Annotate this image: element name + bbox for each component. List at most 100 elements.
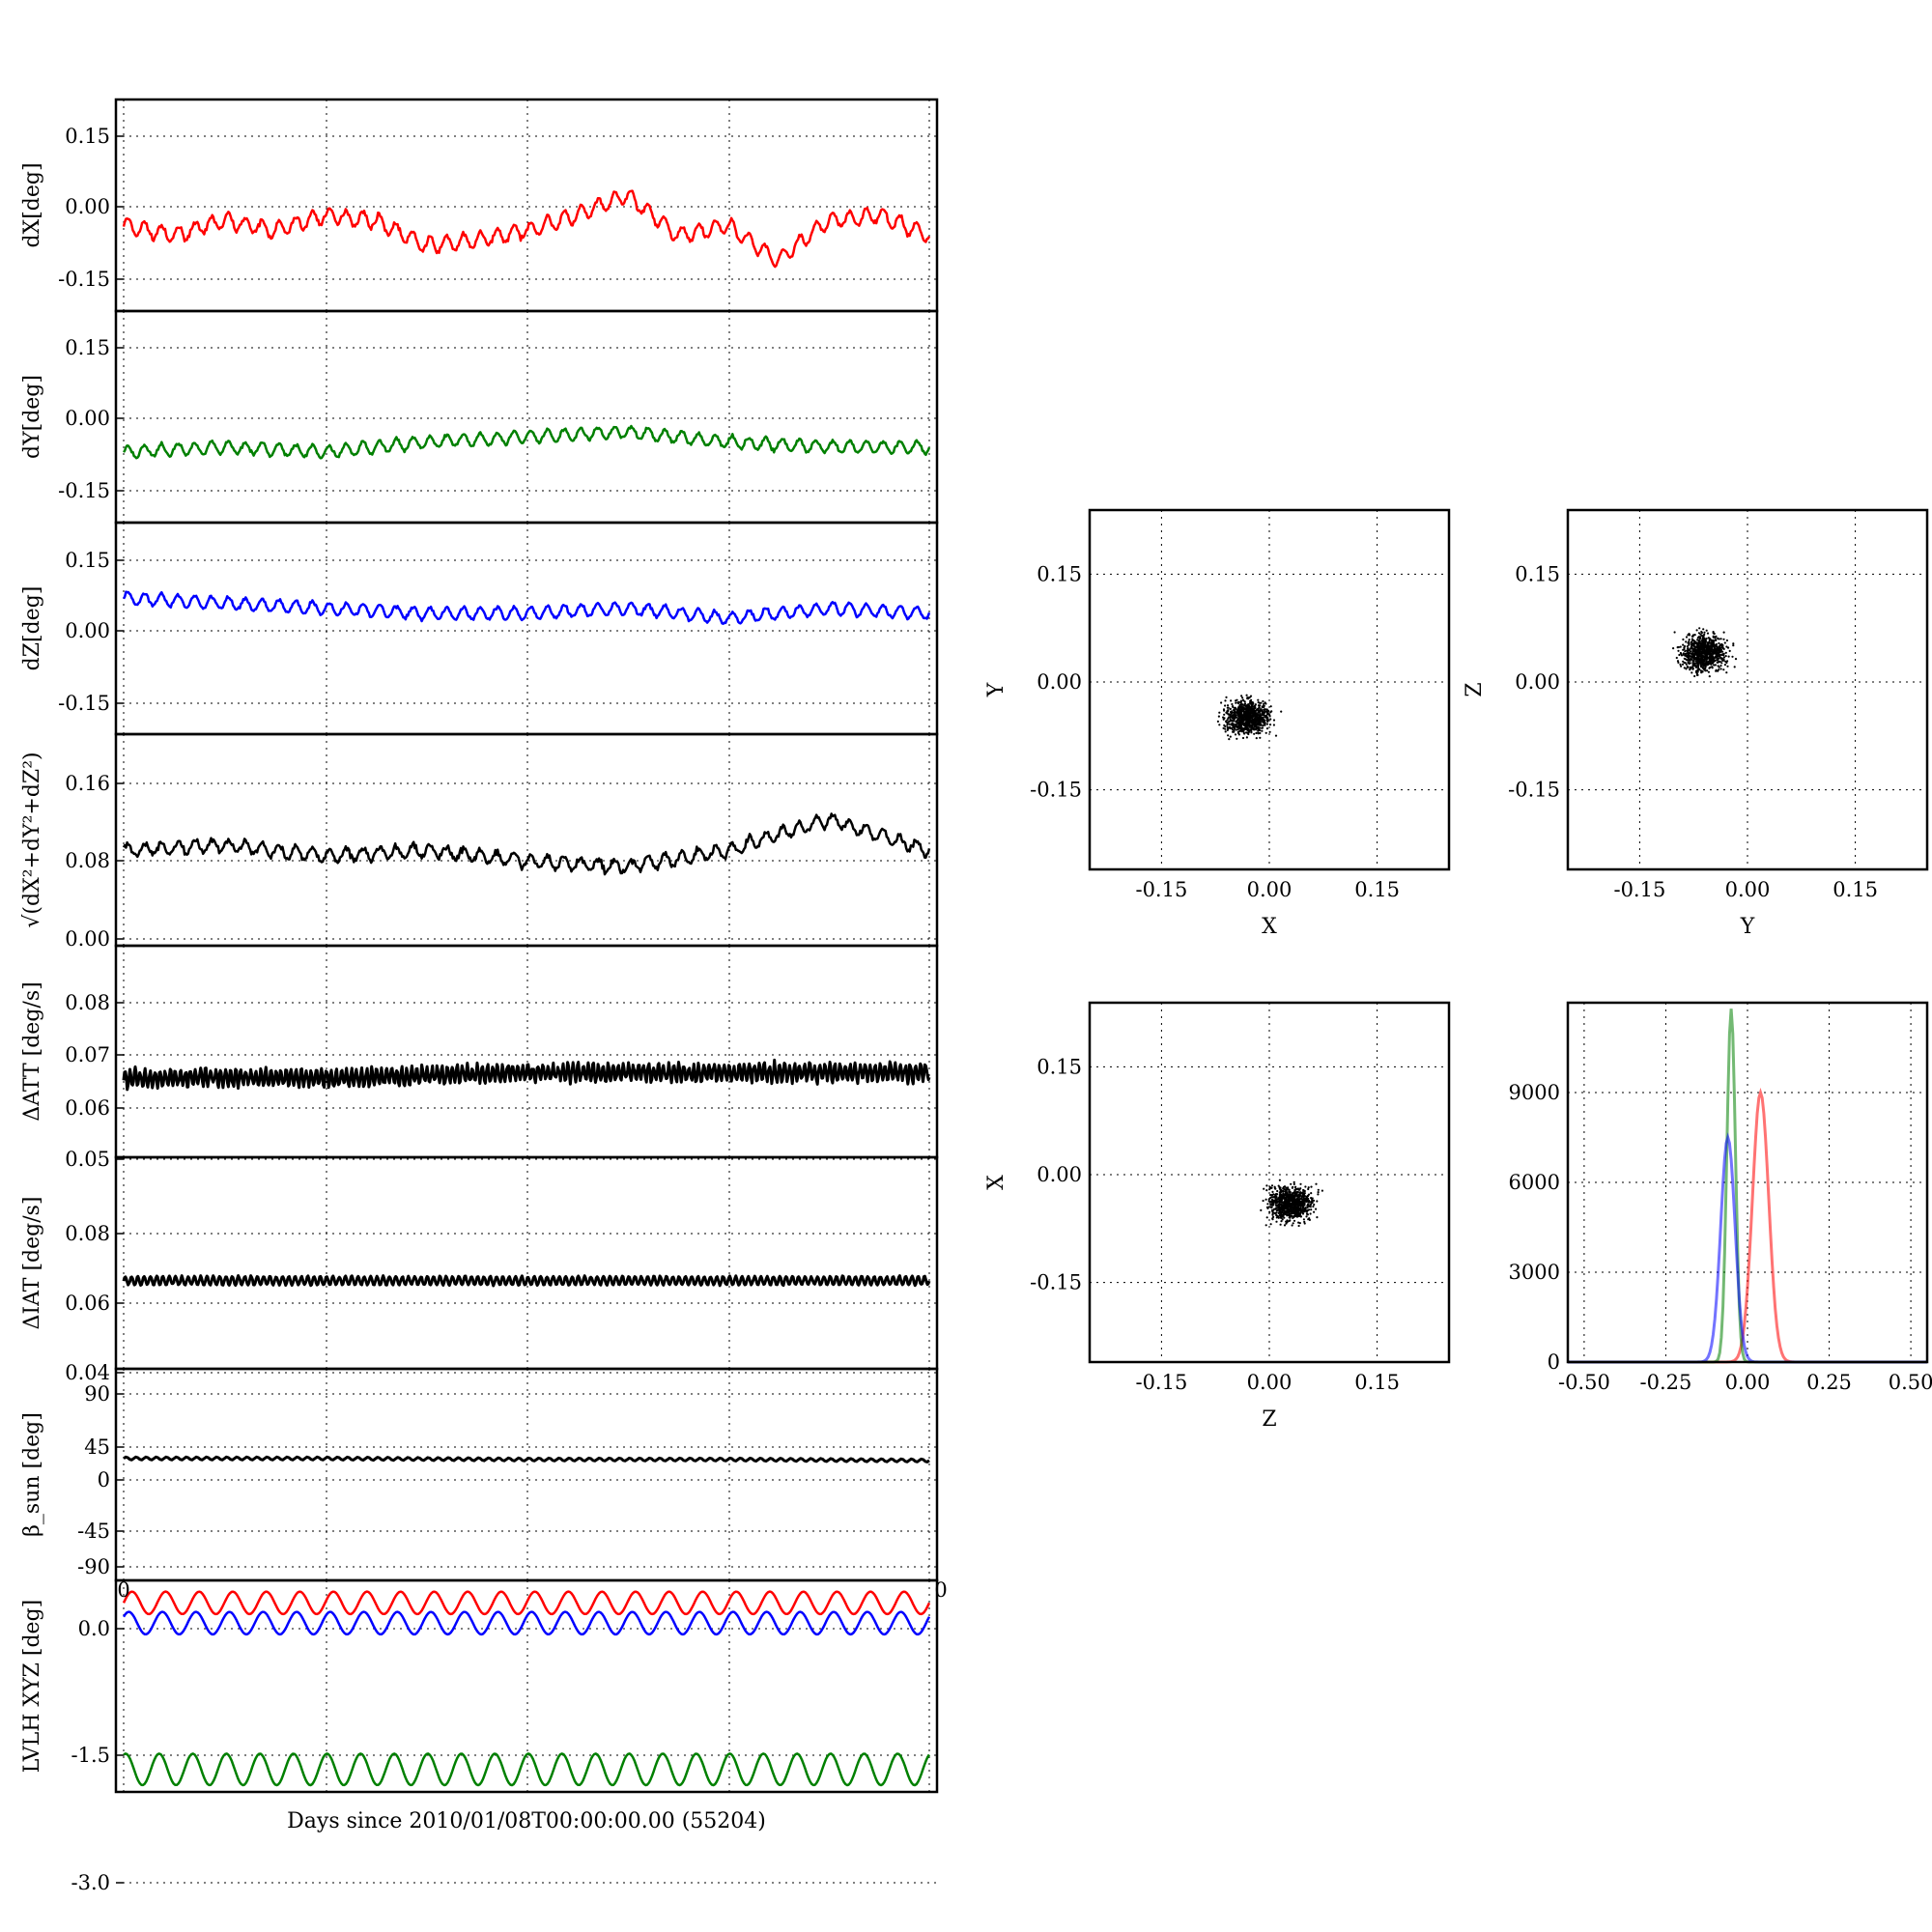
scatter-point <box>1235 716 1237 719</box>
scatter-point <box>1682 652 1685 655</box>
scatter-point <box>1308 1218 1311 1221</box>
scatter-point <box>1686 665 1689 668</box>
scatter-point <box>1242 731 1245 735</box>
scatter-point <box>1701 654 1704 657</box>
scatter-point <box>1241 696 1244 699</box>
scatter-point <box>1231 723 1234 726</box>
y-axis-label: dZ[deg] <box>20 586 44 671</box>
scatter-point <box>1719 638 1722 640</box>
scatter-point <box>1701 638 1704 640</box>
scatter-point <box>1299 1215 1302 1218</box>
scatter-point <box>1229 735 1232 738</box>
scatter-point <box>1727 646 1730 649</box>
scatter-point <box>1261 711 1264 714</box>
scatter-point <box>1241 720 1245 723</box>
scatter-point <box>1700 666 1703 668</box>
scatter-point <box>1684 654 1687 657</box>
scatter-point <box>1272 1203 1275 1207</box>
scatter-point <box>1301 1212 1305 1215</box>
scatter-point <box>1705 629 1708 632</box>
scatter-point <box>1706 653 1710 656</box>
scatter-point <box>1271 1213 1274 1216</box>
scatter-point <box>1249 713 1252 716</box>
scatter-point <box>1272 1196 1275 1199</box>
scatter-point <box>1254 717 1257 721</box>
scatter-point <box>1693 646 1696 650</box>
scatter-point <box>1698 638 1701 640</box>
scatter-point <box>1672 647 1675 650</box>
scatter-point <box>1292 1222 1294 1225</box>
scatter-point <box>1316 1216 1319 1219</box>
scatter-point <box>1712 645 1715 648</box>
scatter-point <box>1305 1212 1309 1215</box>
scatter-point <box>1690 671 1693 674</box>
scatter-point <box>1246 711 1249 714</box>
scatter-point <box>1283 1204 1286 1207</box>
scatter-point <box>1685 663 1688 666</box>
scatter-point <box>1229 726 1232 730</box>
scatter-point <box>1713 648 1716 651</box>
scatter-point <box>1280 1206 1284 1208</box>
x-tick-label: 0.15 <box>1354 1371 1400 1394</box>
scatter-point <box>1265 727 1269 730</box>
scatter-point <box>1712 658 1715 662</box>
scatter-point <box>1240 695 1243 697</box>
scatter-point <box>1302 1207 1305 1209</box>
scatter-point <box>1297 1221 1300 1224</box>
scatter-point <box>1280 1199 1284 1202</box>
scatter-point <box>1682 660 1685 663</box>
scatter-point <box>1278 1179 1281 1181</box>
scatter-point <box>1216 720 1219 724</box>
series-line-dZ-0 <box>122 590 931 625</box>
scatter-point <box>1309 1203 1312 1206</box>
scatter-point <box>1687 661 1690 664</box>
x-tick-label: 0.00 <box>1247 1371 1293 1394</box>
scatter-point <box>1716 661 1719 664</box>
scatter-point <box>1697 668 1700 671</box>
scatter-point <box>1712 652 1715 655</box>
y-axis-label: dX[deg] <box>20 162 44 247</box>
scatter-point <box>1684 662 1687 665</box>
scatter-point <box>1261 729 1264 732</box>
scatter-point <box>1288 1188 1291 1191</box>
scatter-point <box>1249 695 1253 697</box>
scatter-point <box>1706 647 1709 650</box>
panel-frame <box>1088 1001 1451 1364</box>
scatter-point <box>1278 1208 1281 1211</box>
scatter-point <box>1225 711 1228 714</box>
scatter-point <box>1224 727 1227 730</box>
scatter-point <box>1229 707 1232 711</box>
panel-dZ: 0.15 0.00 -0.15 dZ[deg] <box>20 523 937 734</box>
scatter-point <box>1280 1220 1283 1223</box>
scatter-point <box>1247 729 1250 732</box>
scatter-point <box>1240 714 1243 717</box>
scatter-point <box>1281 1201 1285 1205</box>
scatter-point <box>1704 639 1707 641</box>
y-axis-label: Y <box>984 682 1009 697</box>
series-line-lvlh-1 <box>122 1610 931 1636</box>
panel-beta: 90 45 0 -45 -90 β_sun [deg] <box>20 1369 937 1580</box>
scatter-point <box>1715 668 1718 671</box>
scatter-point <box>1238 715 1241 718</box>
y-tick-label: -0.15 <box>1030 779 1082 802</box>
scatter-point <box>1690 650 1692 653</box>
scatter-point <box>1275 1220 1278 1223</box>
scatter-point <box>1236 723 1238 725</box>
scatter-point <box>1225 696 1228 699</box>
scatter-point <box>1285 1222 1288 1225</box>
scatter-point <box>1685 640 1688 643</box>
scatter-point <box>1226 719 1229 722</box>
scatter-point <box>1705 664 1708 667</box>
y-tick-label: 3000 <box>1509 1261 1560 1284</box>
scatter-point <box>1701 645 1704 649</box>
scatter-point <box>1703 637 1706 639</box>
scatter-point <box>1238 705 1241 708</box>
scatter-point <box>1675 656 1678 660</box>
x-tick-label: -0.50 <box>1558 1371 1610 1394</box>
scatter-point <box>1230 712 1233 716</box>
scatter-point <box>1218 711 1221 714</box>
scatter-point <box>1310 1197 1313 1200</box>
scatter-point <box>1255 731 1258 735</box>
scatter-point <box>1296 1194 1299 1197</box>
scatter-point <box>1259 731 1262 735</box>
